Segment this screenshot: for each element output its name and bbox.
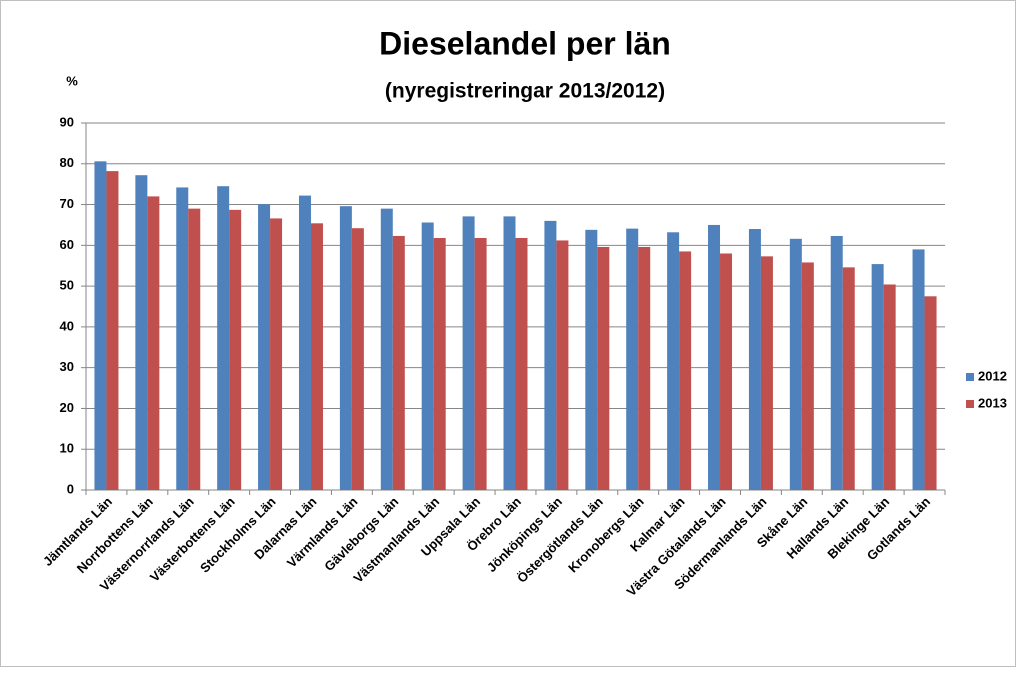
bar xyxy=(883,284,896,490)
bar xyxy=(229,209,242,490)
bar xyxy=(474,237,487,490)
y-tick-label: 50 xyxy=(60,278,74,293)
bar xyxy=(258,204,271,491)
bar xyxy=(801,262,814,490)
y-tick-label: 30 xyxy=(60,359,74,374)
bar xyxy=(638,246,651,490)
bar xyxy=(748,229,761,490)
legend-label: 2012 xyxy=(978,368,1007,383)
bar xyxy=(339,206,352,491)
bar xyxy=(217,186,230,490)
bar xyxy=(433,237,446,490)
bar xyxy=(912,249,925,490)
bar xyxy=(310,223,323,490)
chart-title: Dieselandel per län xyxy=(379,25,671,61)
y-tick-label: 90 xyxy=(60,114,74,129)
bar xyxy=(556,240,569,490)
bar xyxy=(392,235,405,490)
bar xyxy=(626,228,639,490)
legend-label: 2013 xyxy=(978,395,1007,410)
chart-subtitle: (nyregistreringar 2013/2012) xyxy=(385,80,665,103)
bar xyxy=(760,256,773,490)
bar xyxy=(708,224,721,490)
y-tick-label: 70 xyxy=(60,196,74,211)
bar xyxy=(94,161,107,490)
bar xyxy=(871,264,884,490)
bar xyxy=(462,216,475,490)
bar xyxy=(106,171,119,490)
bar xyxy=(176,187,189,490)
bar xyxy=(188,208,201,490)
bar xyxy=(503,216,516,490)
bar xyxy=(597,246,610,490)
y-axis-label: % xyxy=(66,73,78,88)
bar xyxy=(135,175,148,490)
y-tick-label: 10 xyxy=(60,441,74,456)
legend-swatch xyxy=(966,400,974,408)
y-tick-label: 20 xyxy=(60,400,74,415)
legend-swatch xyxy=(966,373,974,381)
bar xyxy=(789,238,802,490)
bar xyxy=(270,218,283,491)
bar xyxy=(667,232,680,491)
y-tick-label: 0 xyxy=(67,481,74,496)
y-tick-label: 60 xyxy=(60,237,74,252)
bar xyxy=(720,253,733,490)
y-tick-label: 80 xyxy=(60,155,74,170)
bar xyxy=(679,251,692,490)
bar xyxy=(147,196,160,490)
y-tick-label: 40 xyxy=(60,318,74,333)
bar xyxy=(842,267,855,490)
bar xyxy=(515,237,528,490)
bar xyxy=(298,195,311,490)
bar xyxy=(380,208,393,490)
bar xyxy=(421,222,434,490)
bar xyxy=(830,235,843,490)
bar xyxy=(924,296,937,490)
bar xyxy=(585,229,598,491)
bar xyxy=(544,220,557,490)
bar xyxy=(351,228,364,490)
